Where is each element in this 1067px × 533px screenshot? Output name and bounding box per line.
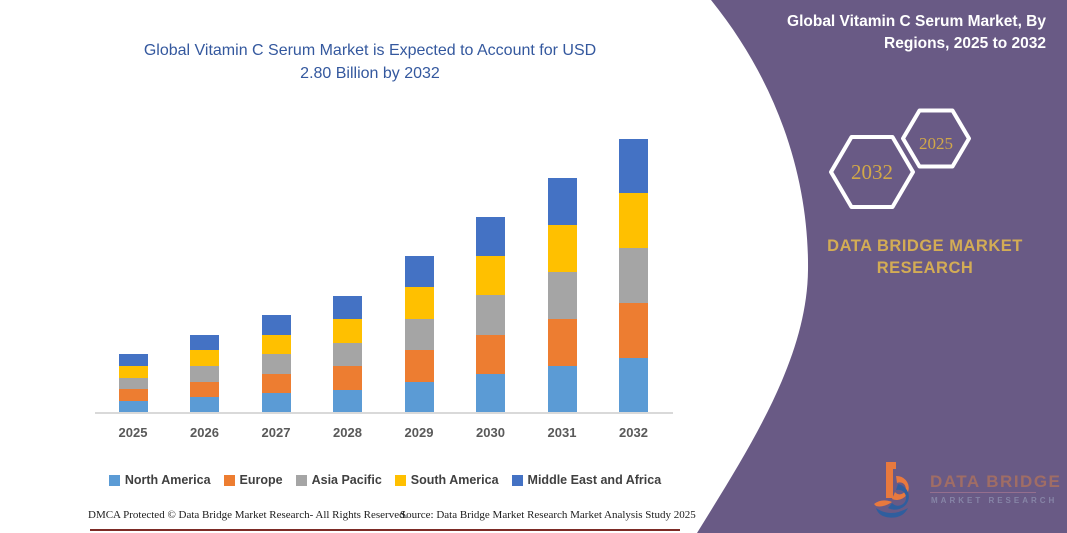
segment-asia-pacific-2027 [261, 354, 291, 374]
x-tick-label-2027: 2027 [261, 425, 291, 440]
segment-middle-east-and-africa-2027 [261, 315, 291, 335]
segment-asia-pacific-2028 [333, 342, 362, 366]
segment-north-america-2029 [404, 381, 434, 413]
segment-north-america-2026 [190, 397, 219, 413]
segment-asia-pacific-2031 [547, 272, 577, 319]
hexagon-2025-outline [901, 108, 971, 169]
segment-south-america-2027 [261, 334, 291, 355]
segment-south-america-2026 [190, 350, 219, 366]
hexagon-2032-label: 2032 [851, 160, 893, 184]
stacked-bar-2026 [190, 334, 219, 413]
segment-asia-pacific-2030 [476, 295, 505, 335]
legend-label: Middle East and Africa [527, 473, 662, 487]
segment-north-america-2025 [118, 401, 148, 413]
chart-title-line2: 2.80 Billion by 2032 [300, 65, 440, 82]
segment-south-america-2032 [619, 193, 648, 249]
segment-north-america-2031 [547, 366, 577, 413]
data-bridge-logo-icon [874, 462, 909, 518]
segment-middle-east-and-africa-2029 [404, 256, 434, 288]
stacked-bar-2025 [118, 354, 148, 413]
segment-middle-east-and-africa-2032 [619, 138, 648, 194]
segment-south-america-2025 [118, 365, 148, 378]
logo-text-data-bridge: DATA BRIDGE [930, 472, 1062, 491]
legend-label: South America [410, 473, 499, 487]
bar-chart-plot-area [0, 0, 680, 413]
segment-middle-east-and-africa-2030 [476, 217, 505, 257]
chart-title-line1: Global Vitamin C Serum Market is Expecte… [143, 42, 597, 59]
source-notice: Source: Data Bridge Market Research Mark… [400, 509, 696, 521]
legend-label: Europe [239, 473, 283, 487]
segment-middle-east-and-africa-2031 [547, 178, 577, 225]
chart-legend: North America Europe Asia Pacific South Ame… [85, 473, 685, 487]
dmca-notice: DMCA Protected © Data Bridge Market Rese… [88, 509, 408, 521]
segment-south-america-2028 [333, 319, 362, 343]
legend-item-south-america: South America [394, 473, 499, 487]
segment-middle-east-and-africa-2026 [190, 334, 219, 351]
segment-south-america-2029 [404, 287, 434, 319]
x-tick-label-2032: 2032 [619, 425, 648, 440]
brand-wordmark: DATA BRIDGE MARKET RESEARCH [827, 237, 1023, 277]
segment-europe-2032 [619, 303, 648, 359]
hexagon-2032-outline [829, 135, 915, 209]
legend-label: Asia Pacific [311, 473, 382, 487]
legend-swatch-icon [108, 474, 120, 486]
segment-asia-pacific-2026 [190, 365, 219, 382]
x-tick-label-2026: 2026 [190, 425, 219, 440]
segment-europe-2027 [261, 373, 291, 394]
stacked-bar-2029 [404, 256, 434, 413]
segment-europe-2026 [190, 381, 219, 398]
stacked-bar-2032 [619, 138, 648, 413]
legend-swatch-icon [295, 474, 307, 486]
x-tick-label-2025: 2025 [118, 425, 148, 440]
segment-asia-pacific-2025 [118, 377, 148, 390]
segment-asia-pacific-2032 [619, 248, 648, 304]
segment-europe-2031 [547, 319, 577, 366]
legend-swatch-icon [223, 474, 235, 486]
legend-item-europe: Europe [223, 473, 283, 487]
stacked-bar-2031 [547, 178, 577, 413]
segment-south-america-2030 [476, 256, 505, 296]
legend-swatch-icon [394, 474, 406, 486]
panel-title: Global Vitamin C Serum Market, By Region… [787, 13, 1046, 52]
x-axis-line [95, 412, 673, 414]
segment-europe-2025 [118, 389, 148, 402]
logo-underline [930, 492, 1036, 493]
segment-north-america-2027 [261, 393, 291, 413]
segment-europe-2030 [476, 334, 505, 374]
segment-north-america-2030 [476, 373, 505, 413]
logo-text-market-research: MARKET RESEARCH [931, 496, 1058, 505]
x-tick-label-2028: 2028 [333, 425, 362, 440]
x-tick-label-2030: 2030 [476, 425, 505, 440]
stacked-bar-2030 [476, 217, 505, 413]
stacked-bar-2028 [333, 295, 362, 413]
legend-item-north-america: North America [108, 473, 211, 487]
segment-south-america-2031 [547, 225, 577, 272]
year-hexagons-graphic: 2032 2025 [829, 108, 971, 209]
segment-north-america-2028 [333, 389, 362, 413]
footer-divider-line [90, 529, 680, 531]
segment-middle-east-and-africa-2028 [333, 295, 362, 319]
legend-label: North America [124, 473, 211, 487]
segment-north-america-2032 [619, 358, 648, 413]
legend-item-middle-east-and-africa: Middle East and Africa [511, 473, 662, 487]
segment-asia-pacific-2029 [404, 318, 434, 351]
segment-middle-east-and-africa-2025 [118, 354, 148, 366]
stacked-bar-2027 [261, 315, 291, 413]
chart-title: Global Vitamin C Serum Market is Expecte… [60, 39, 680, 85]
segment-europe-2029 [404, 350, 434, 382]
x-tick-label-2031: 2031 [547, 425, 577, 440]
legend-item-asia-pacific: Asia Pacific [295, 473, 382, 487]
legend-swatch-icon [511, 474, 523, 486]
segment-europe-2028 [333, 366, 362, 390]
x-tick-label-2029: 2029 [404, 425, 434, 440]
purple-panel-background [697, 0, 1067, 533]
hexagon-2025-label: 2025 [919, 134, 953, 153]
